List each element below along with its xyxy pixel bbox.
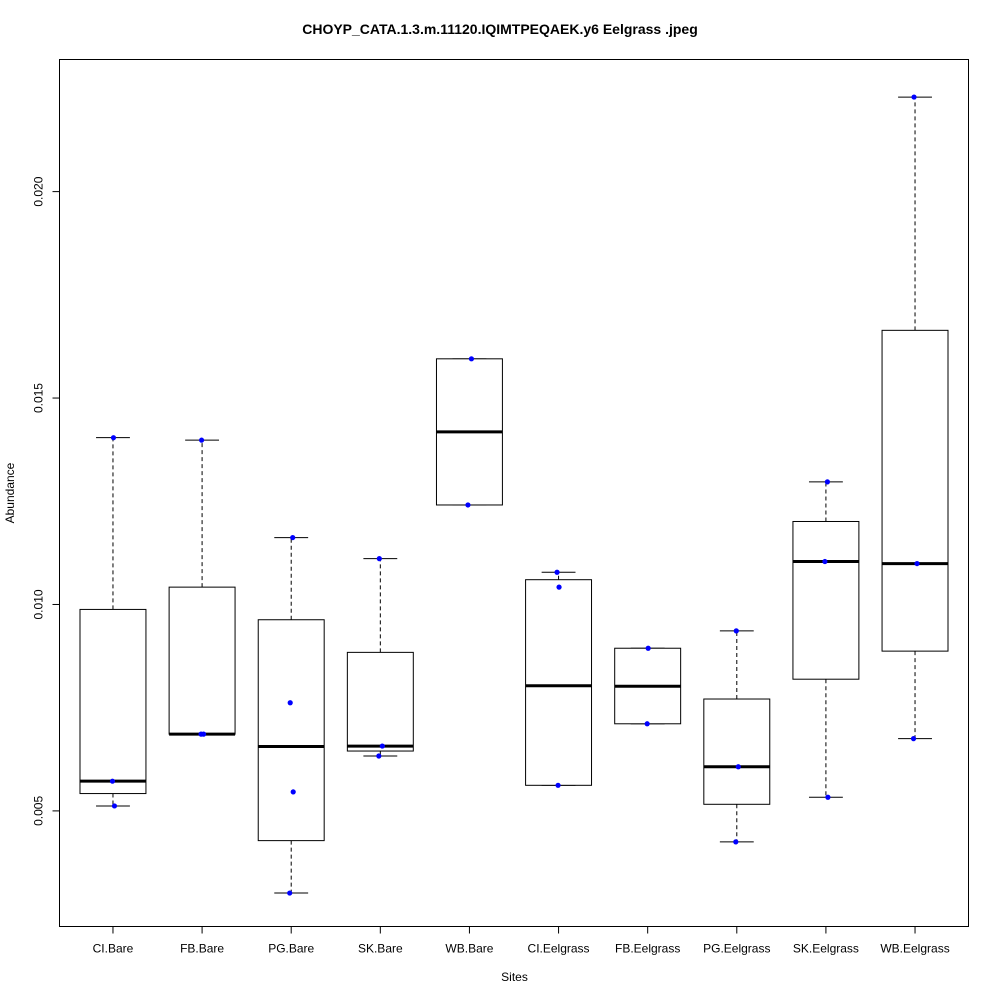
box-CI.Eelgrass (525, 571, 593, 786)
iqr-box (792, 520, 860, 680)
data-point (198, 437, 205, 443)
box-CI.Bare (79, 437, 147, 807)
y-axis-label: Abundance (3, 462, 17, 524)
y-tick-label: 0.005 (32, 796, 46, 826)
x-tick-label: FB.Bare (180, 942, 224, 956)
x-tick-label: PG.Eelgrass (703, 942, 770, 956)
data-point (911, 94, 917, 100)
data-point (290, 534, 296, 541)
iqr-box (257, 619, 325, 842)
data-point (376, 753, 382, 759)
plot-frame (59, 59, 969, 927)
data-point (287, 890, 293, 896)
data-point (910, 736, 917, 742)
x-tick-label: WB.Bare (445, 942, 493, 956)
data-point (822, 558, 828, 565)
data-point (110, 435, 117, 441)
iqr-box (168, 586, 236, 735)
data-point (645, 645, 651, 651)
x-tick-label: CI.Eelgrass (528, 942, 590, 956)
x-tick-label: CI.Bare (93, 942, 134, 956)
data-point (111, 803, 118, 809)
data-point (290, 789, 296, 795)
data-point (554, 569, 560, 575)
chart-title: CHOYP_CATA.1.3.m.11120.IQIMTPEQAEK.y6 Ee… (302, 21, 698, 37)
data-point (465, 502, 471, 508)
box-WB.Bare (435, 358, 503, 506)
data-point (733, 839, 739, 845)
x-tick-label: SK.Bare (358, 942, 403, 956)
y-axis: 0.005 0.010 0.015 0.020 (32, 176, 60, 826)
data-point (379, 743, 385, 749)
data-point (733, 628, 739, 634)
box-PG.Bare (257, 537, 325, 894)
box-FB.Eelgrass (614, 647, 682, 725)
x-tick-label: FB.Eelgrass (615, 942, 680, 956)
data-point (555, 782, 561, 788)
x-tick-label: WB.Eelgrass (880, 942, 949, 956)
x-axis: CI.Bare FB.Bare PG.Bare SK.Bare WB.Bare CI.Ee… (93, 926, 950, 956)
data-point (644, 721, 650, 727)
box-SK.Eelgrass (792, 481, 860, 798)
x-axis-label: Sites (501, 970, 528, 984)
data-point (824, 479, 831, 485)
data-point (556, 584, 562, 590)
x-tick-label: PG.Bare (268, 942, 314, 956)
data-point (825, 794, 831, 800)
y-tick-label: 0.020 (32, 176, 46, 206)
data-point (914, 560, 920, 567)
box-FB.Bare (168, 439, 236, 736)
box-PG.Eelgrass (703, 630, 771, 843)
iqr-box (79, 608, 147, 795)
points-layer (109, 94, 920, 896)
boxes-layer (79, 96, 949, 894)
data-point (109, 778, 116, 784)
iqr-box (881, 329, 949, 652)
box-WB.Eelgrass (881, 96, 949, 740)
x-tick-label: SK.Eelgrass (793, 942, 859, 956)
data-point (468, 356, 475, 362)
data-point (735, 764, 741, 770)
data-point (287, 700, 293, 706)
data-point (198, 731, 204, 737)
box-SK.Bare (346, 558, 414, 757)
y-tick-label: 0.010 (32, 589, 46, 619)
iqr-box (703, 698, 771, 805)
y-tick-label: 0.015 (32, 383, 46, 413)
data-point (376, 556, 382, 562)
iqr-box (525, 579, 593, 786)
iqr-box (346, 651, 414, 752)
